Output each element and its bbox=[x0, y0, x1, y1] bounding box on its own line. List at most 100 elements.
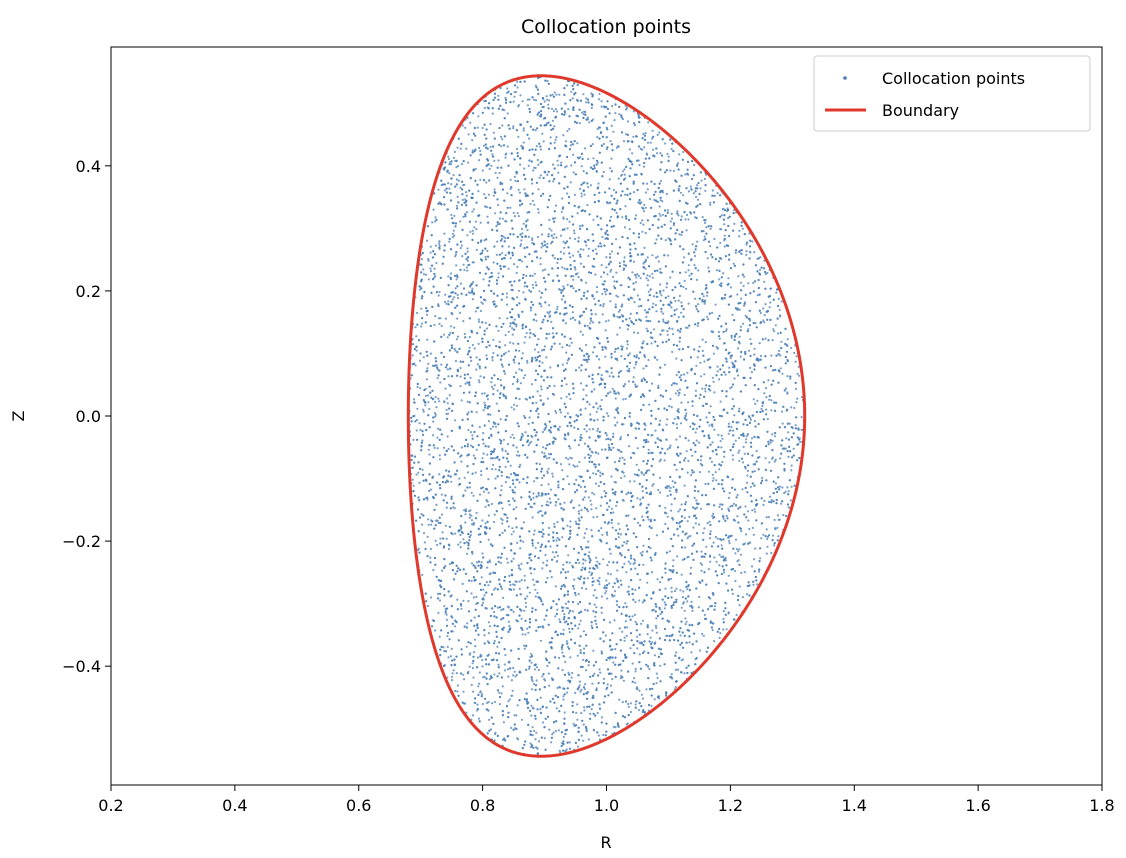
scatter-point bbox=[636, 647, 639, 650]
scatter-point bbox=[604, 329, 607, 332]
scatter-point bbox=[582, 723, 585, 726]
scatter-point bbox=[418, 288, 421, 291]
scatter-point bbox=[487, 478, 490, 481]
scatter-point bbox=[614, 726, 617, 729]
scatter-point bbox=[426, 313, 429, 316]
scatter-point bbox=[422, 273, 426, 276]
scatter-point bbox=[565, 351, 568, 354]
scatter-point bbox=[699, 361, 702, 364]
scatter-point bbox=[669, 486, 672, 490]
scatter-point bbox=[433, 446, 436, 449]
scatter-point bbox=[786, 391, 789, 394]
scatter-point bbox=[519, 243, 523, 246]
scatter-point bbox=[718, 378, 721, 381]
scatter-point bbox=[456, 293, 459, 297]
scatter-point bbox=[687, 302, 690, 305]
scatter-point bbox=[712, 541, 715, 544]
scatter-point bbox=[779, 457, 782, 460]
scatter-point bbox=[742, 322, 745, 325]
scatter-point bbox=[475, 411, 478, 414]
scatter-point bbox=[501, 531, 504, 535]
scatter-point bbox=[613, 590, 617, 593]
scatter-point bbox=[597, 484, 601, 488]
scatter-point bbox=[611, 275, 615, 278]
scatter-point bbox=[666, 515, 669, 518]
scatter-point bbox=[680, 374, 683, 377]
scatter-point bbox=[642, 473, 646, 476]
scatter-point bbox=[720, 228, 723, 231]
scatter-point bbox=[484, 255, 487, 258]
scatter-point bbox=[575, 478, 578, 481]
scatter-point bbox=[449, 331, 452, 334]
scatter-point bbox=[621, 630, 624, 633]
scatter-point bbox=[617, 522, 620, 525]
scatter-point bbox=[606, 683, 609, 686]
scatter-point bbox=[795, 387, 798, 390]
scatter-point bbox=[482, 601, 485, 605]
scatter-point bbox=[695, 195, 698, 198]
scatter-point bbox=[623, 173, 626, 176]
scatter-point bbox=[700, 375, 703, 378]
scatter-point bbox=[659, 283, 662, 286]
scatter-point bbox=[686, 520, 689, 523]
scatter-point bbox=[594, 273, 597, 276]
scatter-point bbox=[702, 295, 705, 298]
scatter-point bbox=[531, 544, 535, 547]
scatter-point bbox=[637, 305, 641, 308]
scatter-point bbox=[453, 150, 456, 153]
scatter-point bbox=[491, 425, 494, 428]
scatter-point bbox=[506, 145, 509, 148]
scatter-point bbox=[578, 122, 581, 125]
scatter-point bbox=[666, 152, 669, 156]
scatter-point bbox=[695, 427, 698, 430]
scatter-point bbox=[614, 112, 617, 115]
scatter-point bbox=[546, 98, 549, 101]
scatter-point bbox=[415, 418, 419, 421]
scatter-point bbox=[537, 541, 540, 545]
scatter-point bbox=[521, 434, 525, 437]
scatter-point bbox=[652, 328, 656, 331]
scatter-point bbox=[687, 190, 691, 193]
scatter-point bbox=[659, 292, 662, 295]
scatter-point bbox=[663, 459, 666, 462]
scatter-point bbox=[487, 193, 490, 196]
scatter-point bbox=[594, 615, 597, 618]
scatter-point bbox=[507, 525, 510, 528]
scatter-point bbox=[642, 377, 645, 380]
scatter-point bbox=[624, 193, 627, 196]
scatter-point bbox=[486, 206, 489, 209]
scatter-point bbox=[699, 562, 702, 565]
scatter-point bbox=[642, 544, 645, 547]
scatter-point bbox=[599, 504, 602, 507]
scatter-point bbox=[614, 303, 617, 306]
scatter-point bbox=[546, 173, 549, 176]
scatter-point bbox=[777, 535, 780, 538]
scatter-point bbox=[627, 593, 631, 596]
scatter-point bbox=[763, 314, 766, 317]
scatter-point bbox=[753, 347, 756, 350]
scatter-point bbox=[664, 587, 667, 590]
scatter-point bbox=[483, 634, 486, 637]
scatter-point bbox=[761, 476, 764, 479]
scatter-point bbox=[441, 569, 444, 572]
scatter-point bbox=[560, 298, 564, 301]
scatter-point bbox=[709, 389, 712, 392]
scatter-point bbox=[721, 437, 724, 440]
scatter-point bbox=[597, 734, 600, 737]
scatter-point bbox=[790, 464, 793, 467]
scatter-point bbox=[565, 312, 569, 315]
scatter-point bbox=[587, 157, 590, 161]
scatter-point bbox=[706, 257, 709, 260]
scatter-point bbox=[596, 127, 599, 131]
scatter-point bbox=[718, 278, 721, 281]
scatter-point bbox=[794, 360, 797, 363]
scatter-point bbox=[605, 148, 609, 151]
scatter-point bbox=[733, 569, 737, 573]
scatter-point bbox=[652, 148, 655, 151]
scatter-point bbox=[752, 398, 755, 401]
scatter-point bbox=[522, 129, 525, 132]
scatter-point bbox=[582, 93, 585, 96]
scatter-point bbox=[716, 370, 719, 373]
scatter-point bbox=[573, 578, 576, 581]
scatter-point bbox=[496, 606, 499, 609]
